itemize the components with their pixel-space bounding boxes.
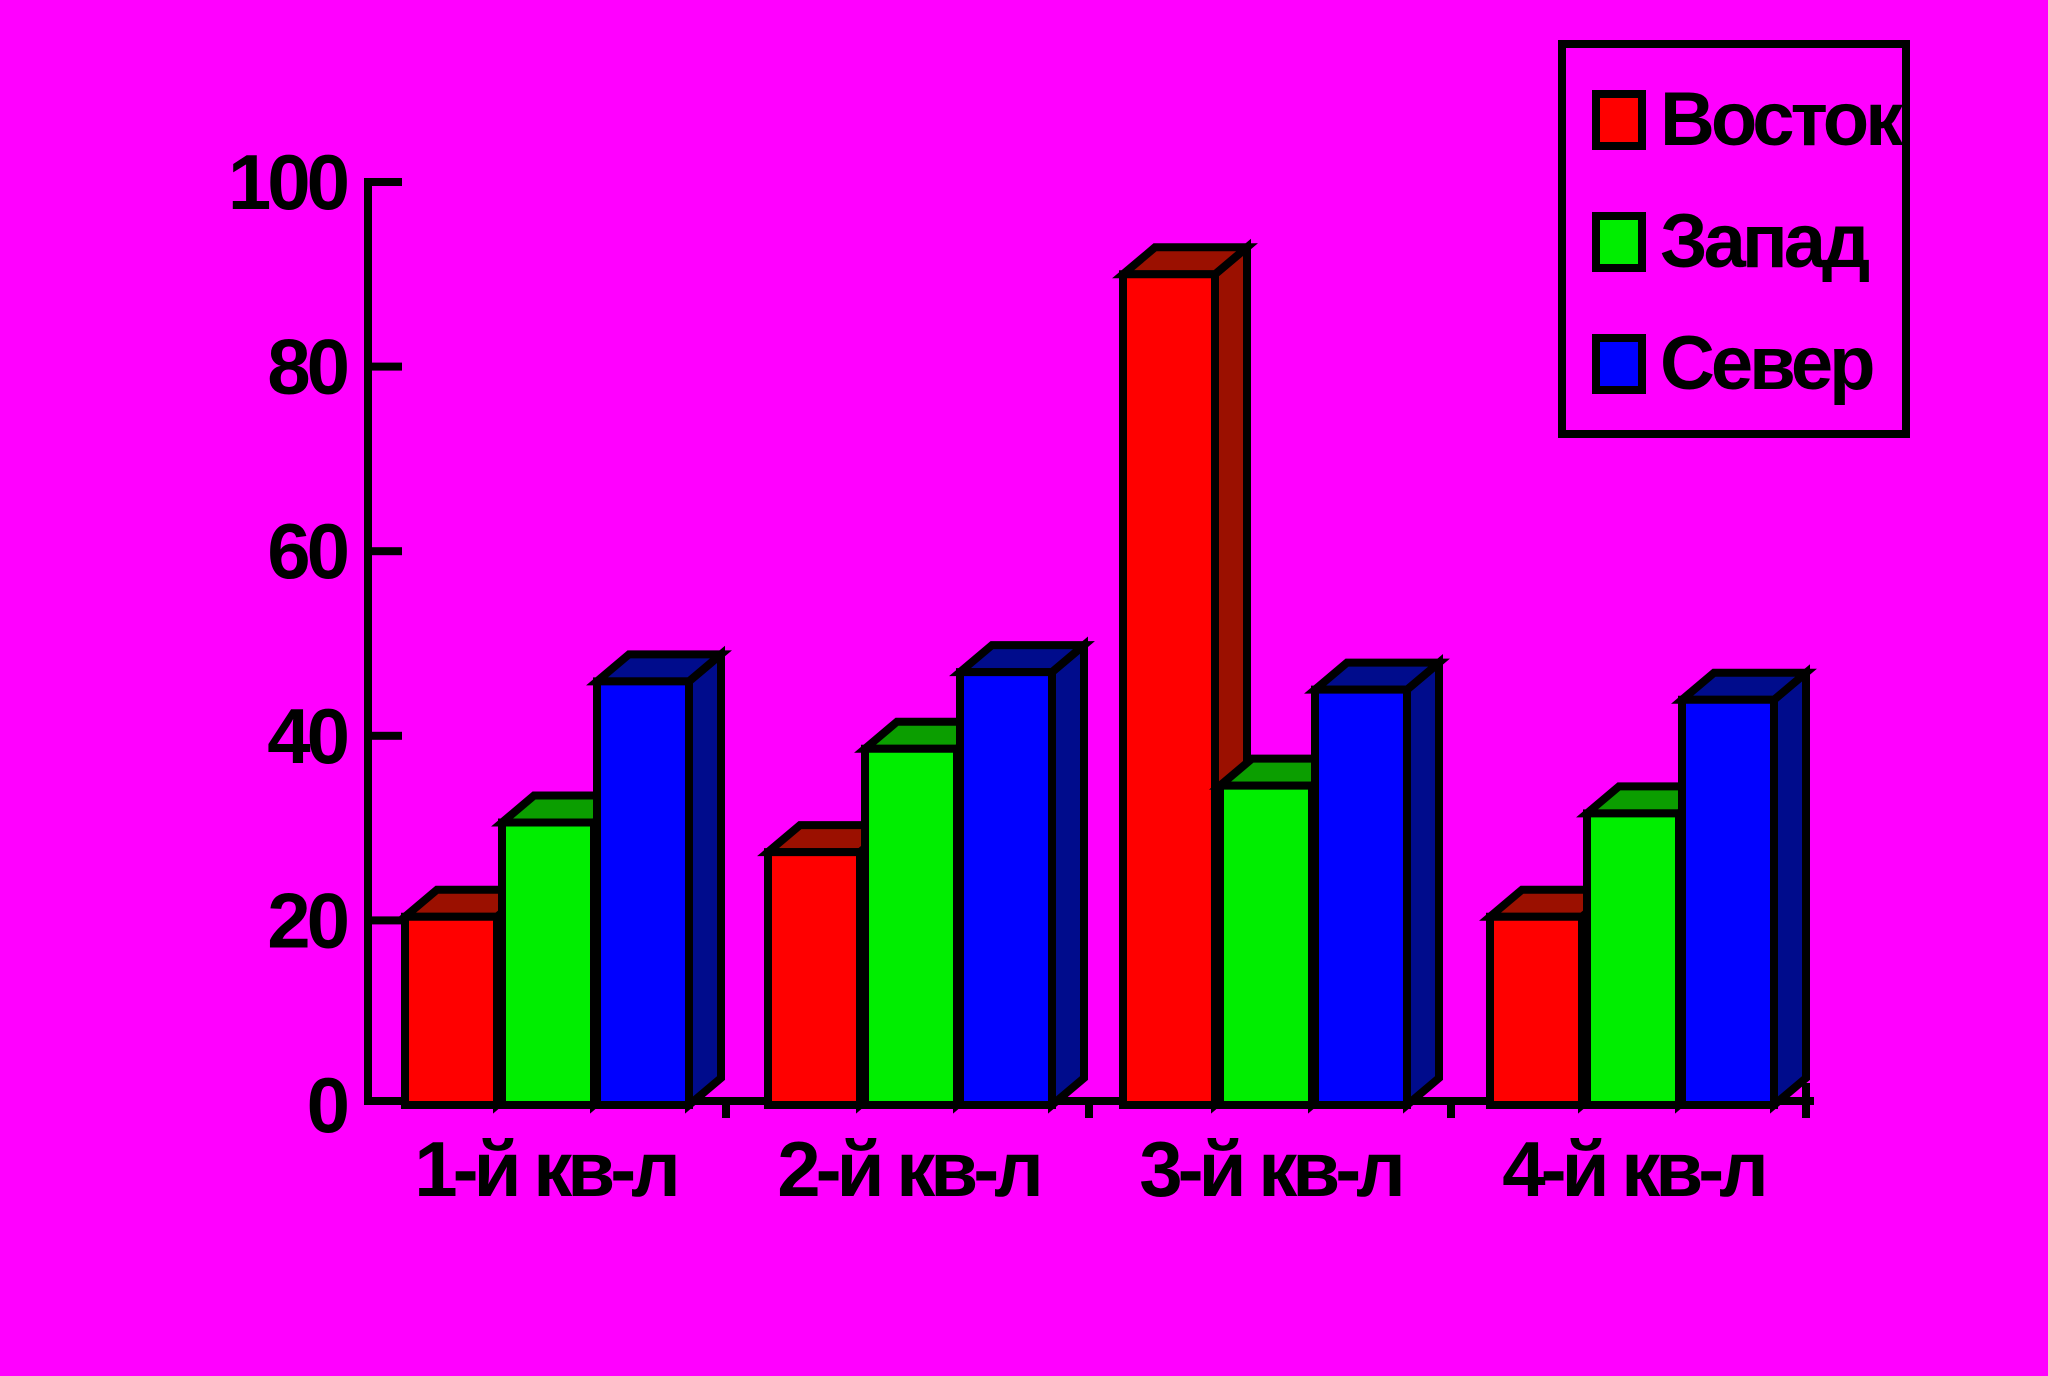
y-tick [364,547,402,556]
y-tick-label: 100 [228,138,348,226]
bar-zapad-q1 [498,818,598,1109]
x-axis-end-tick [1802,1083,1810,1118]
x-tick [722,1105,730,1118]
bar-sever-q3-side-face [1403,654,1443,1114]
y-tick-label: 80 [267,323,347,411]
y-tick-label: 40 [267,692,347,780]
legend-item-zapad: Запад [1592,199,1902,284]
bar-zapad-q3 [1216,781,1316,1109]
x-category-label: 2-й кв-л [777,1125,1039,1213]
bar-vostok-q4 [1486,912,1586,1109]
legend-label-zapad: Запад [1660,199,1870,284]
y-tick [364,916,402,925]
y-tick [364,731,402,740]
y-tick-label: 0 [307,1061,348,1149]
x-tick [1447,1105,1455,1118]
bar-sever-q2 [956,668,1056,1109]
bar-vostok-q1 [401,912,501,1109]
legend-item-sever: Север [1592,321,1902,406]
bar-sever-q2-side-face [1048,636,1088,1114]
legend-item-vostok: Восток [1592,77,1903,162]
y-tick-label: 60 [267,507,347,595]
bar-sever-q4-side-face [1770,664,1810,1114]
bar-zapad-q2 [861,744,961,1109]
y-tick [364,178,402,186]
x-category-label: 3-й кв-л [1139,1125,1401,1213]
x-category-label: 1-й кв-л [414,1125,676,1213]
bar-sever-q1-side-face [685,645,725,1114]
y-tick-label: 20 [267,876,347,964]
bar-vostok-q2 [764,848,864,1109]
legend-swatch-sever [1592,334,1646,394]
x-category-label: 4-й кв-л [1502,1125,1764,1213]
legend-label-vostok: Восток [1660,77,1903,162]
bar-vostok-q3 [1119,270,1219,1109]
y-axis [364,178,372,1105]
y-tick [364,362,402,371]
legend-swatch-zapad [1592,212,1646,272]
bar-sever-q4 [1678,695,1778,1109]
legend-swatch-vostok [1592,90,1646,150]
x-axis [364,1097,1814,1105]
bar-sever-q3 [1311,685,1411,1109]
bar-sever-q1 [593,677,693,1109]
bar-zapad-q4 [1583,809,1683,1109]
legend: Восток Запад Север [1558,40,1910,438]
legend-label-sever: Север [1660,321,1876,406]
x-tick [1085,1105,1093,1118]
